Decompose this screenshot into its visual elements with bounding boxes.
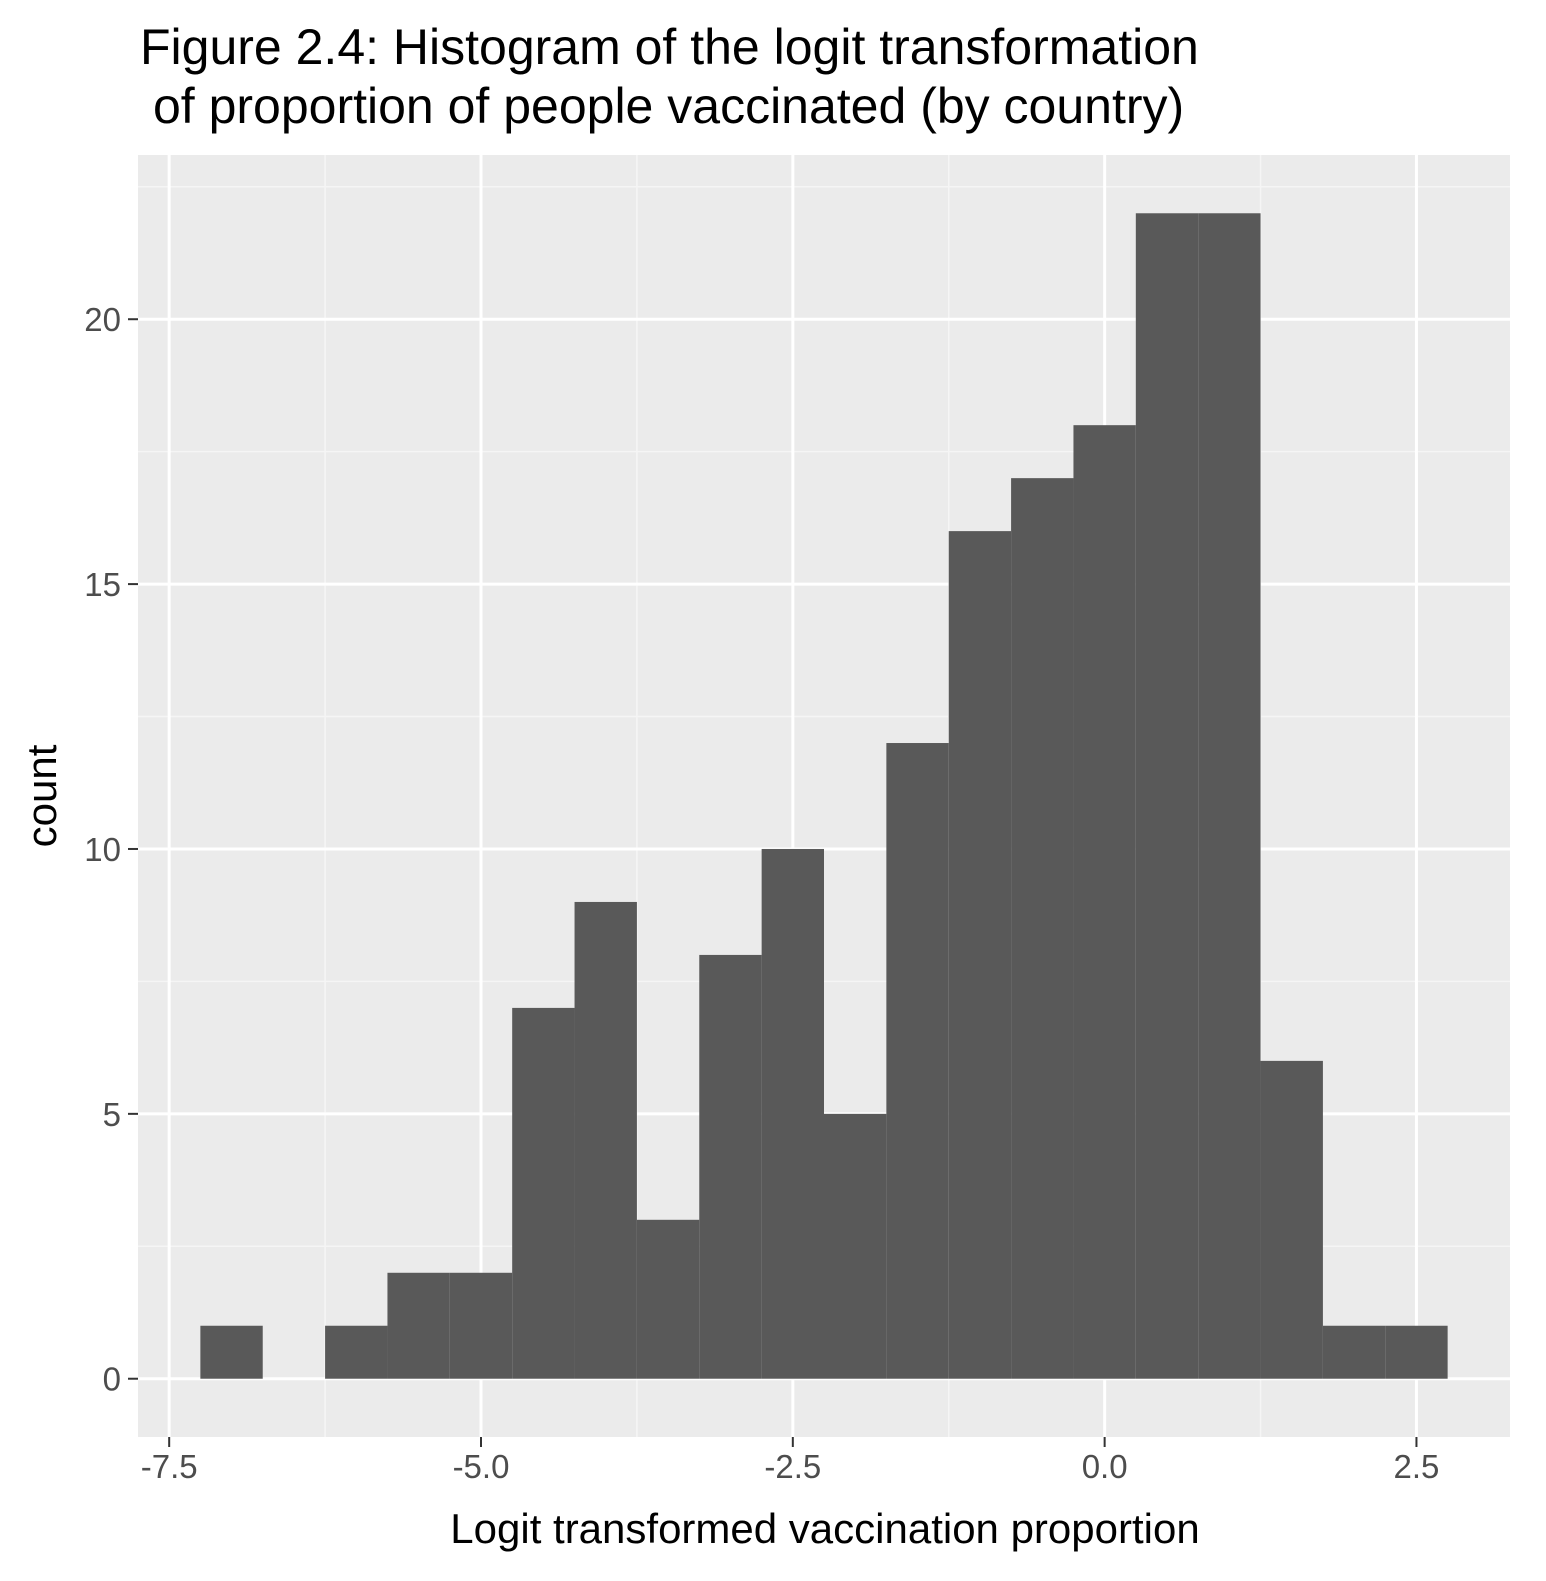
y-tick-label: 20 [84,301,121,338]
x-tick-label: 0.0 [1082,1448,1128,1485]
histogram-bar [1260,1060,1323,1379]
y-tick-label: 15 [84,566,121,603]
histogram-bar [1322,1325,1386,1379]
histogram-bar [824,1113,887,1379]
histogram-bar [574,901,637,1379]
x-axis-title: Logit transformed vaccination proportion [450,1505,1199,1552]
histogram-bar [1011,478,1074,1379]
x-tick-label: -7.5 [141,1448,198,1485]
histogram-bar [948,531,1012,1379]
histogram-bar [699,954,762,1379]
histogram-bar [1385,1325,1448,1379]
histogram-bar [636,1219,700,1379]
histogram-bar [1073,425,1136,1379]
x-tick-label: -5.0 [453,1448,510,1485]
y-axis: 0 5 10 15 20 [84,301,138,1398]
x-axis: -7.5 -5.0 -2.5 0.0 2.5 [141,1437,1440,1485]
x-tick-label: -2.5 [764,1448,821,1485]
histogram-bar [325,1325,388,1379]
histogram-bars [200,213,1448,1379]
y-tick-label: 10 [84,831,121,868]
histogram-bar [449,1272,513,1379]
histogram-bar [200,1325,263,1379]
y-axis-title: count [18,744,65,847]
histogram-bar [761,848,824,1379]
histogram-bar [1135,213,1199,1379]
histogram-bar [1198,213,1261,1379]
histogram-bar [387,1272,450,1379]
histogram-bar [512,1007,575,1379]
y-tick-label: 0 [103,1361,121,1398]
x-tick-label: 2.5 [1394,1448,1440,1485]
histogram-bar [886,743,949,1379]
y-tick-label: 5 [103,1096,121,1133]
chart-title-line-2: of proportion of people vaccinated (by c… [153,78,1184,134]
chart-title-line-1: Figure 2.4: Histogram of the logit trans… [140,19,1199,75]
